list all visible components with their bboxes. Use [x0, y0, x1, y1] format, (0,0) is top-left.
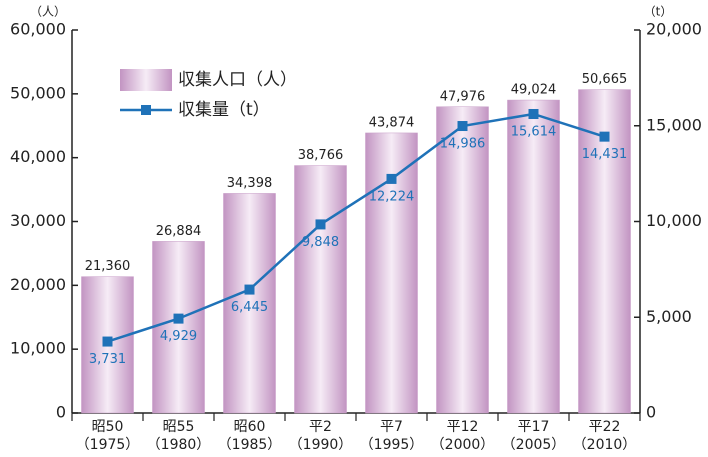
y2-tick-label: 20,000: [646, 20, 702, 39]
line-value-label: 14,431: [582, 147, 628, 162]
line-value-label: 6,445: [231, 300, 268, 315]
x-tick-label: （1980）: [147, 437, 211, 453]
bar: [436, 106, 489, 414]
y-tick-label: 60,000: [10, 20, 66, 39]
line-marker: [599, 131, 610, 142]
line-marker: [102, 336, 113, 347]
legend-label: 収集人口（人）: [178, 70, 297, 90]
bar-value-label: 38,766: [298, 148, 344, 163]
legend-swatch: [120, 69, 172, 91]
x-tick-label: 平7: [380, 419, 403, 435]
x-tick-label: 平22: [589, 419, 621, 435]
bar: [294, 165, 347, 414]
x-tick-label: 平12: [447, 419, 479, 435]
y-tick-label: 10,000: [10, 339, 66, 358]
line-marker: [386, 173, 397, 184]
bar-value-label: 43,874: [369, 115, 415, 130]
x-tick-label: 平2: [309, 419, 332, 435]
y2-tick-label: 10,000: [646, 211, 702, 230]
bar: [152, 241, 205, 414]
y2-tick-label: 15,000: [646, 115, 702, 134]
bar: [507, 99, 560, 414]
bar-value-label: 34,398: [227, 176, 273, 191]
x-tick-label: 昭60: [234, 419, 266, 435]
bar: [578, 89, 631, 414]
x-tick-label: 平17: [518, 419, 550, 435]
y2-tick-label: 0: [646, 403, 656, 422]
x-tick-label: （1975）: [76, 437, 140, 453]
line-value-label: 12,224: [369, 189, 415, 204]
y2-tick-label: 5,000: [646, 307, 692, 326]
line-marker: [528, 108, 539, 119]
bar-value-label: 50,665: [582, 72, 628, 87]
x-tick-label: （2010）: [573, 437, 637, 453]
line-value-label: 15,614: [511, 124, 557, 139]
x-tick-label: 昭55: [163, 419, 195, 435]
y-tick-label: 0: [56, 403, 66, 422]
y-tick-label: 30,000: [10, 211, 66, 230]
legend-swatch: [141, 105, 151, 115]
bar-value-label: 21,360: [85, 259, 131, 274]
x-tick-label: 昭50: [92, 419, 124, 435]
line-marker: [315, 219, 326, 230]
y-tick-label: 20,000: [10, 275, 66, 294]
y-unit: （人）: [30, 5, 66, 19]
x-tick-label: （1995）: [360, 437, 424, 453]
line: [107, 112, 605, 343]
bar: [223, 193, 276, 414]
x-tick-label: （1990）: [289, 437, 353, 453]
x-tick-label: （2000）: [431, 437, 495, 453]
line-value-label: 14,986: [440, 137, 486, 152]
bar-value-label: 49,024: [511, 83, 557, 98]
line-value-label: 3,731: [89, 352, 126, 367]
line-marker: [244, 284, 255, 295]
y2-unit: （t）: [644, 5, 673, 19]
line-marker: [173, 313, 184, 324]
line-marker: [457, 121, 468, 132]
x-tick-label: （2005）: [502, 437, 566, 453]
bar-value-label: 47,976: [440, 89, 486, 104]
x-tick-label: （1985）: [218, 437, 282, 453]
legend-label: 収集量（t）: [178, 100, 270, 120]
y-tick-label: 50,000: [10, 83, 66, 102]
line-value-label: 9,848: [302, 235, 339, 250]
y-tick-label: 40,000: [10, 147, 66, 166]
bar-value-label: 26,884: [156, 224, 202, 239]
line-value-label: 4,929: [160, 329, 197, 344]
